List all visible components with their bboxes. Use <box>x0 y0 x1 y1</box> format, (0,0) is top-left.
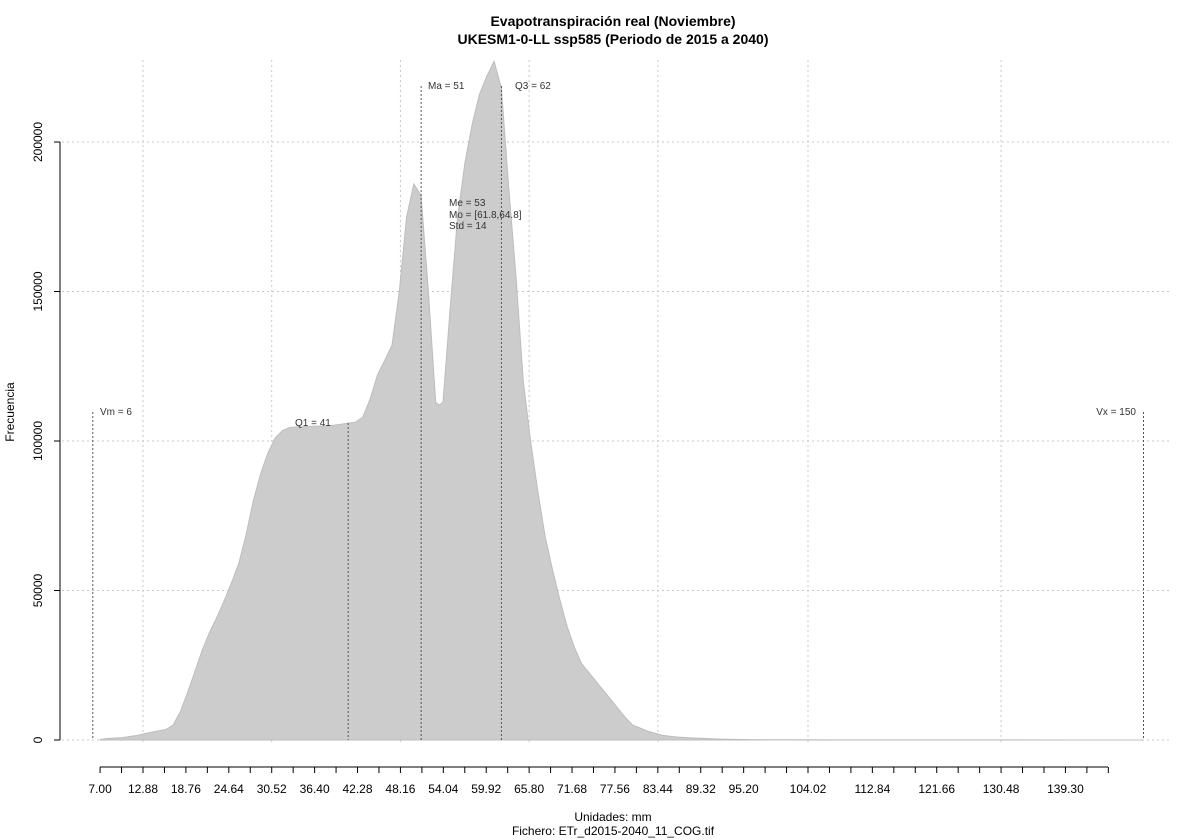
stat-label-q3: Q3 = 62 <box>515 81 551 92</box>
x-tick-label: 7.00 <box>88 782 112 796</box>
y-axis-ticks: 0 50000 100000 150000 200000 <box>31 122 60 743</box>
x-tick-label: 121.66 <box>918 782 955 796</box>
x-tick-label: 95.20 <box>729 782 759 796</box>
stat-label-mo: Mo = [61.8,64.8] <box>449 210 522 221</box>
stat-label-vx: Vx = 150 <box>1096 407 1136 418</box>
x-tick-label: 104.02 <box>790 782 827 796</box>
x-tick-label: 89.32 <box>686 782 716 796</box>
stat-lines <box>92 86 1144 740</box>
stat-label-vm: Vm = 6 <box>100 407 132 418</box>
x-tick-label: 24.64 <box>214 782 244 796</box>
x-tick-label: 12.88 <box>128 782 158 796</box>
stat-label-ma: Ma = 51 <box>428 81 465 92</box>
x-tick-label: 65.80 <box>514 782 544 796</box>
x-tick-label: 48.16 <box>385 782 415 796</box>
y-tick-label: 150000 <box>31 271 45 311</box>
y-tick-label: 50000 <box>31 573 45 607</box>
x-tick-label: 83.44 <box>643 782 673 796</box>
stat-label-q1: Q1 = 41 <box>295 418 331 429</box>
x-axis-label: Unidades: mm <box>574 810 651 824</box>
density-area <box>99 59 1144 741</box>
x-tick-label: 36.40 <box>300 782 330 796</box>
chart-subtitle: UKESM1-0-LL ssp585 (Periodo de 2015 a 20… <box>458 31 769 47</box>
y-tick-label: 200000 <box>31 122 45 162</box>
chart-title: Evapotranspiración real (Noviembre) <box>490 13 735 29</box>
x-tick-label: 130.48 <box>983 782 1020 796</box>
x-tick-label: 42.28 <box>343 782 373 796</box>
x-tick-label: 77.56 <box>600 782 630 796</box>
x-tick-label: 71.68 <box>557 782 587 796</box>
x-tick-label: 18.76 <box>171 782 201 796</box>
footer-filename: Fichero: ETr_d2015-2040_11_COG.tif <box>512 824 715 838</box>
stat-label-std: Std = 14 <box>449 221 487 232</box>
x-tick-label: 112.84 <box>854 782 890 796</box>
stat-label-me: Me = 53 <box>449 198 486 209</box>
x-axis-ticks: 7.00 12.88 18.76 24.64 30.52 36.40 42.28 48.16 5… <box>88 767 1109 796</box>
x-tick-label: 59.92 <box>471 782 501 796</box>
y-tick-label: 0 <box>31 736 45 743</box>
x-tick-label: 54.04 <box>428 782 458 796</box>
y-tick-label: 100000 <box>31 421 45 461</box>
y-axis-label: Frecuencia <box>3 382 17 442</box>
x-tick-label: 30.52 <box>257 782 287 796</box>
x-tick-label: 139.30 <box>1047 782 1084 796</box>
